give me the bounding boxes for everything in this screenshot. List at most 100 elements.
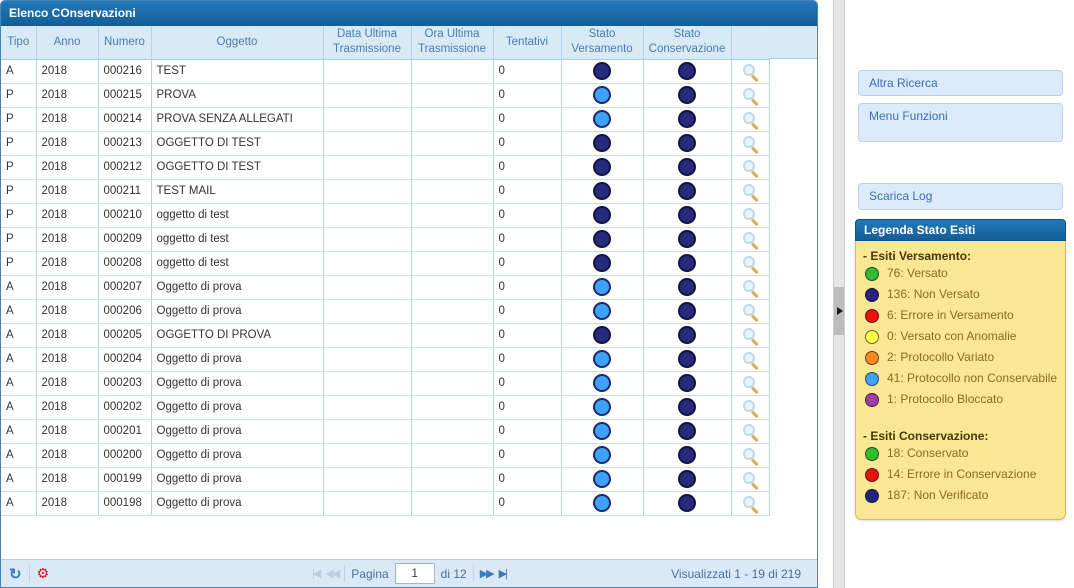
legend-item: 187: Non Verificato bbox=[865, 488, 1058, 503]
magnifier-icon[interactable] bbox=[742, 255, 759, 272]
stato-versamento-dot bbox=[593, 206, 611, 224]
cell-tentativi: 0 bbox=[493, 299, 562, 324]
stato-conservazione-dot bbox=[678, 158, 696, 176]
legend-item-label: 2: Protocollo Variato bbox=[887, 350, 995, 364]
cell-tentativi: 0 bbox=[493, 155, 562, 180]
cell-oggetto: Oggetto di prova bbox=[151, 443, 324, 468]
magnifier-icon[interactable] bbox=[742, 111, 759, 128]
panel-splitter[interactable] bbox=[833, 0, 845, 588]
stato-conservazione-dot bbox=[678, 110, 696, 128]
cell-numero: 000210 bbox=[98, 203, 152, 228]
magnifier-icon[interactable] bbox=[742, 471, 759, 488]
conservazioni-panel: Elenco COnservazioni Tipo Anno Numero Og… bbox=[0, 0, 818, 588]
altra-ricerca-button[interactable]: Altra Ricerca bbox=[858, 70, 1063, 96]
cell-tipo: P bbox=[1, 107, 37, 132]
cell-stato-conservazione bbox=[643, 395, 732, 420]
cell-numero: 000212 bbox=[98, 155, 152, 180]
table-row: A 2018 000204 Oggetto di prova 0 bbox=[1, 347, 770, 372]
conservazioni-table: Tipo Anno Numero Oggetto Data Ultima Tra… bbox=[1, 26, 770, 516]
scarica-log-button[interactable]: Scarica Log bbox=[858, 183, 1063, 210]
cell-oggetto: oggetto di test bbox=[151, 203, 324, 228]
cell-data-ultima-trasmissione bbox=[323, 395, 412, 420]
first-page-button[interactable]: |◀ bbox=[312, 568, 321, 580]
refresh-icon[interactable]: ↻ bbox=[9, 565, 22, 583]
cell-detail bbox=[731, 371, 770, 396]
cell-tentativi: 0 bbox=[493, 467, 562, 492]
magnifier-icon[interactable] bbox=[742, 327, 759, 344]
legend-item-label: 41: Protocollo non Conservabile bbox=[887, 371, 1058, 385]
cell-tipo: A bbox=[1, 443, 37, 468]
cell-oggetto: Oggetto di prova bbox=[151, 395, 324, 420]
legend-item-label: 1: Protocollo Bloccato bbox=[887, 392, 1004, 406]
magnifier-icon[interactable] bbox=[742, 183, 759, 200]
gear-icon[interactable]: ⚙ bbox=[36, 565, 50, 581]
cell-stato-versamento bbox=[561, 131, 644, 156]
magnifier-icon[interactable] bbox=[742, 351, 759, 368]
cell-numero: 000206 bbox=[98, 299, 152, 324]
cell-ora-ultima-trasmissione bbox=[411, 203, 494, 228]
page-input[interactable] bbox=[394, 563, 435, 584]
last-page-button[interactable]: ▶| bbox=[498, 568, 508, 580]
magnifier-icon[interactable] bbox=[742, 279, 759, 296]
cell-detail bbox=[731, 179, 770, 204]
magnifier-icon[interactable] bbox=[742, 303, 759, 320]
col-header-numero[interactable]: Numero bbox=[98, 26, 152, 60]
cell-stato-conservazione bbox=[643, 155, 732, 180]
magnifier-icon[interactable] bbox=[742, 159, 759, 176]
stato-conservazione-dot bbox=[678, 326, 696, 344]
cell-data-ultima-trasmissione bbox=[323, 491, 412, 516]
stato-conservazione-dot bbox=[678, 230, 696, 248]
col-header-stato-versamento[interactable]: Stato Versamento bbox=[561, 26, 644, 60]
col-header-ora-ultima-trasmissione[interactable]: Ora Ultima Trasmissione bbox=[411, 26, 494, 60]
col-header-tentativi[interactable]: Tentativi bbox=[493, 26, 562, 60]
stato-versamento-dot bbox=[593, 374, 611, 392]
stato-conservazione-dot bbox=[678, 302, 696, 320]
cell-anno: 2018 bbox=[36, 203, 99, 228]
magnifier-icon[interactable] bbox=[742, 87, 759, 104]
col-header-data-ultima-trasmissione[interactable]: Data Ultima Trasmissione bbox=[323, 26, 412, 60]
cell-data-ultima-trasmissione bbox=[323, 443, 412, 468]
col-header-oggetto[interactable]: Oggetto bbox=[151, 26, 324, 60]
prev-page-button[interactable]: ◀◀ bbox=[325, 568, 340, 580]
cell-oggetto: Oggetto di prova bbox=[151, 467, 324, 492]
cell-tentativi: 0 bbox=[493, 131, 562, 156]
col-header-tipo[interactable]: Tipo bbox=[1, 26, 37, 60]
cell-stato-versamento bbox=[561, 323, 644, 348]
cell-tentativi: 0 bbox=[493, 107, 562, 132]
cell-oggetto: TEST MAIL bbox=[151, 179, 324, 204]
magnifier-icon[interactable] bbox=[742, 207, 759, 224]
stato-versamento-dot bbox=[593, 110, 611, 128]
menu-funzioni-button[interactable]: Menu Funzioni bbox=[858, 103, 1063, 142]
col-header-anno[interactable]: Anno bbox=[36, 26, 99, 60]
magnifier-icon[interactable] bbox=[742, 135, 759, 152]
magnifier-icon[interactable] bbox=[742, 399, 759, 416]
cell-tentativi: 0 bbox=[493, 419, 562, 444]
cell-anno: 2018 bbox=[36, 491, 99, 516]
cell-tipo: P bbox=[1, 131, 37, 156]
magnifier-icon[interactable] bbox=[742, 231, 759, 248]
cell-ora-ultima-trasmissione bbox=[411, 299, 494, 324]
cell-tipo: P bbox=[1, 203, 37, 228]
magnifier-icon[interactable] bbox=[742, 423, 759, 440]
stato-conservazione-dot bbox=[678, 134, 696, 152]
stato-versamento-dot bbox=[593, 158, 611, 176]
splitter-collapse-icon[interactable] bbox=[837, 307, 843, 315]
next-page-button[interactable]: ▶▶ bbox=[479, 568, 495, 580]
cell-tipo: P bbox=[1, 227, 37, 252]
cell-oggetto: Oggetto di prova bbox=[151, 275, 324, 300]
magnifier-icon[interactable] bbox=[742, 63, 759, 80]
stato-conservazione-dot bbox=[678, 62, 696, 80]
magnifier-icon[interactable] bbox=[742, 447, 759, 464]
cell-anno: 2018 bbox=[36, 275, 99, 300]
col-header-stato-conservazione[interactable]: Stato Conservazione bbox=[643, 26, 732, 60]
cell-ora-ultima-trasmissione bbox=[411, 491, 494, 516]
cell-stato-versamento bbox=[561, 251, 644, 276]
cell-stato-conservazione bbox=[643, 179, 732, 204]
stato-versamento-dot bbox=[593, 230, 611, 248]
cell-stato-conservazione bbox=[643, 203, 732, 228]
cell-anno: 2018 bbox=[36, 59, 99, 84]
magnifier-icon[interactable] bbox=[742, 495, 759, 512]
cell-tentativi: 0 bbox=[493, 491, 562, 516]
cell-stato-conservazione bbox=[643, 323, 732, 348]
magnifier-icon[interactable] bbox=[742, 375, 759, 392]
